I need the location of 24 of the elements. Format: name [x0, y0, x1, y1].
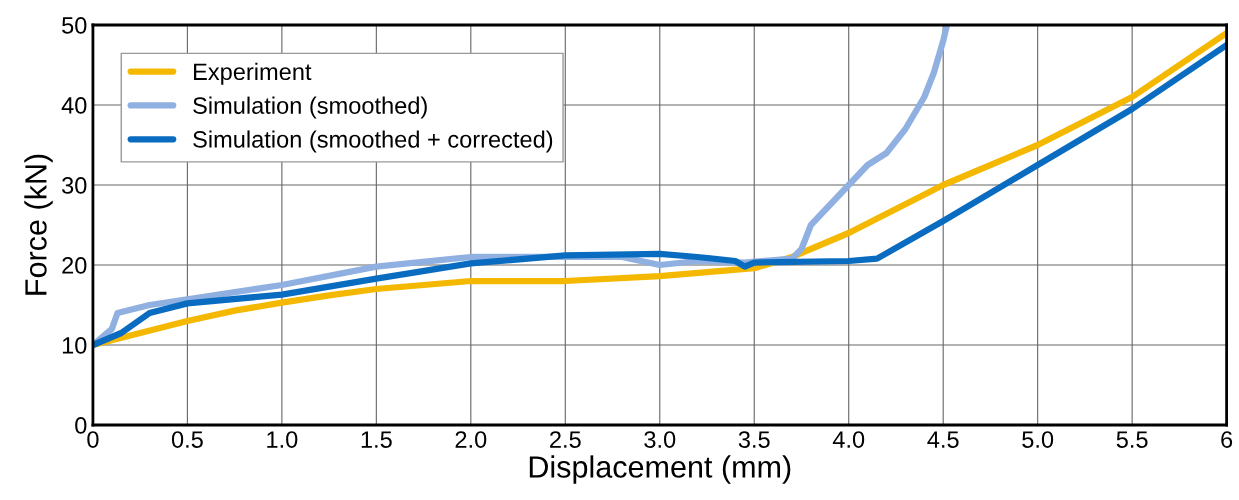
x-tick-label: 4.0: [832, 431, 865, 448]
x-tick-label: 2.5: [550, 431, 581, 448]
x-tick-label: 5.5: [1116, 431, 1148, 448]
y-tick-label: 30: [62, 177, 87, 194]
legend-label: Experiment: [194, 62, 312, 85]
x-tick-label: 6: [1221, 431, 1233, 448]
legend-label: Simulation (smoothed + corrected): [193, 130, 553, 153]
x-tick-label: 1.0: [267, 431, 298, 448]
x-tick-label: 0: [87, 431, 99, 448]
y-tick-label: 0: [75, 417, 87, 434]
y-axis-title: Force (kN): [24, 154, 53, 295]
x-tick-label: 4.5: [927, 431, 959, 448]
x-tick-label: 2.0: [455, 431, 487, 448]
x-axis-title: Displacement (mm): [529, 455, 791, 484]
x-tick-label: 0.5: [171, 431, 203, 448]
y-tick-label: 20: [62, 257, 87, 274]
x-tick-label: 3.0: [644, 431, 676, 448]
legend-label: Simulation (smoothed): [193, 96, 427, 119]
y-tick-label: 40: [61, 97, 87, 114]
x-tick-label: 1.5: [361, 431, 392, 448]
x-tick-label: 3.5: [738, 431, 770, 448]
x-tick-label: 5.0: [1022, 431, 1054, 448]
y-tick-label: 50: [62, 17, 87, 34]
y-tick-label: 10: [62, 337, 87, 354]
